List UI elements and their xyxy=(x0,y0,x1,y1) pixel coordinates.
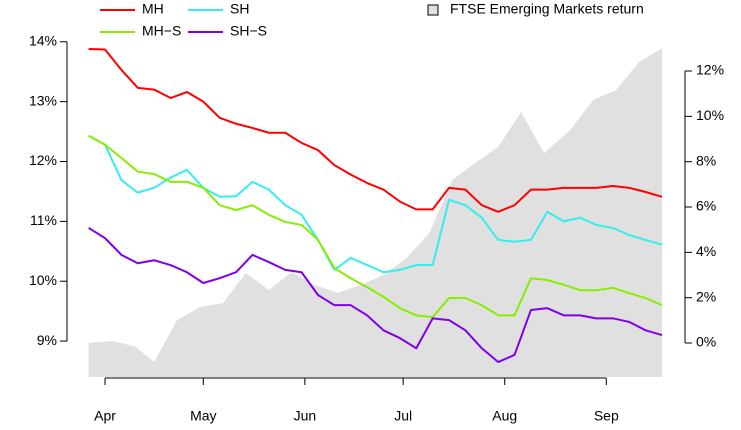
y-tick-label: 10% xyxy=(29,272,57,288)
y-tick-label: 11% xyxy=(30,212,57,228)
legend-label: MH xyxy=(142,1,164,17)
line xyxy=(88,47,663,213)
x-tick-label: Sep xyxy=(594,408,619,424)
x-tick-label: May xyxy=(190,408,216,424)
legend-label: SH−S xyxy=(230,23,267,39)
y2-tick-label: 4% xyxy=(696,243,716,259)
y2-tick-label: 2% xyxy=(696,288,716,304)
line xyxy=(88,134,663,319)
x-tick-label: Apr xyxy=(94,408,116,424)
x-tick-label: Aug xyxy=(492,408,517,424)
y2-tick-label: 10% xyxy=(696,107,724,123)
y-tick-label: 14% xyxy=(29,32,57,48)
y2-tick-label: 8% xyxy=(696,152,716,168)
y2-tick-label: 6% xyxy=(696,198,716,214)
line xyxy=(88,134,663,274)
y-tick-label: 12% xyxy=(29,152,57,168)
area xyxy=(88,48,662,377)
legend-label: MH−S xyxy=(142,23,181,39)
line xyxy=(88,227,663,364)
x-tick-label: Jul xyxy=(394,408,412,424)
y2-tick-label: 12% xyxy=(696,62,724,78)
y2-tick-label: 0% xyxy=(696,334,716,350)
x-tick-label: Jun xyxy=(294,408,317,424)
legend-swatch xyxy=(427,4,439,16)
y-tick-label: 13% xyxy=(29,92,57,108)
y-tick-label: 9% xyxy=(37,332,57,348)
legend-label: SH xyxy=(230,1,249,17)
legend-label: FTSE Emerging Markets return xyxy=(450,1,644,17)
